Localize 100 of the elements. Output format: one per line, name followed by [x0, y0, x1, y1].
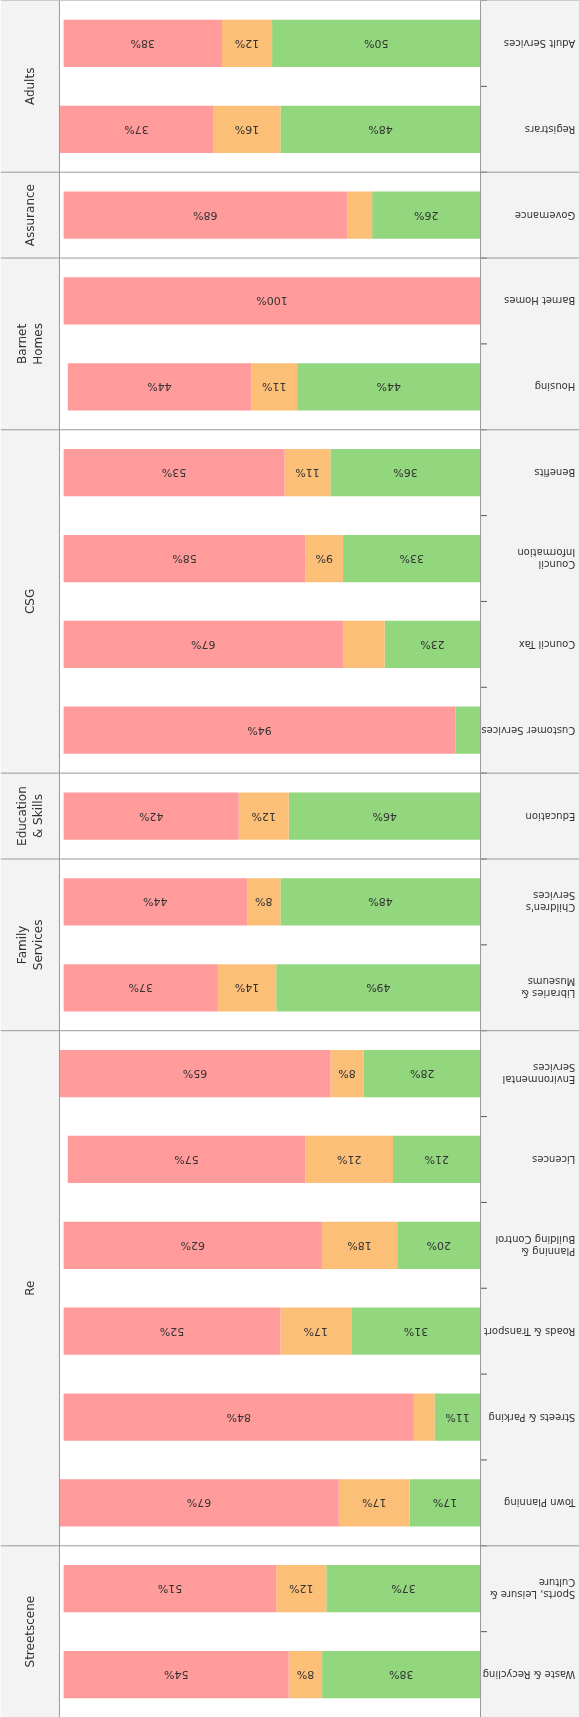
data-label: 52%	[159, 1324, 185, 1338]
bar	[288, 1650, 323, 1699]
data-label: 20%	[426, 1238, 452, 1252]
data-label: 65%	[182, 1067, 208, 1081]
bar	[63, 792, 239, 840]
text: Adults	[22, 67, 37, 106]
text: Re	[22, 1280, 37, 1296]
bar	[63, 534, 306, 583]
bar	[63, 191, 348, 239]
bar	[222, 19, 273, 68]
bar	[63, 1307, 281, 1355]
bar	[280, 105, 481, 153]
data-label: 8%	[255, 895, 273, 909]
data-label: 51%	[157, 1582, 183, 1596]
bar	[297, 363, 481, 411]
text: CSG	[22, 588, 37, 615]
bar	[326, 1565, 481, 1613]
y-tick-label: Housing	[534, 381, 576, 393]
bar	[63, 19, 223, 68]
bar	[397, 1221, 481, 1269]
bar	[251, 363, 298, 411]
text: Family Services	[14, 919, 46, 971]
data-label: 38%	[389, 1668, 414, 1682]
data-label: 58%	[172, 552, 197, 566]
data-label: 17%	[362, 1496, 387, 1510]
data-label: 36%	[393, 466, 418, 480]
bar	[272, 19, 481, 68]
data-label: 14%	[234, 981, 260, 995]
bar	[63, 277, 481, 325]
data-label: 50%	[364, 36, 389, 50]
data-label: 11%	[445, 1410, 470, 1424]
y-tick-label: Roads & Transport	[483, 1325, 576, 1337]
data-label: 12%	[234, 36, 260, 50]
y-tick-label: Libraries & Museums	[520, 976, 576, 1000]
bar	[322, 1221, 398, 1269]
bar	[384, 620, 481, 668]
bar	[363, 1050, 481, 1098]
bar	[276, 964, 481, 1012]
data-label: 12%	[251, 809, 276, 823]
text: Education & Skills	[14, 786, 46, 846]
bar	[280, 1307, 352, 1355]
data-label: 67%	[186, 1496, 212, 1510]
bar	[351, 1307, 481, 1355]
data-label: 23%	[420, 637, 445, 651]
bar	[63, 1221, 323, 1269]
bar	[372, 191, 481, 239]
data-label: 42%	[138, 809, 164, 823]
text: Streetscene	[22, 1595, 37, 1668]
bar	[238, 792, 289, 840]
bar	[59, 1479, 339, 1527]
y-tick-label: Benefits	[534, 467, 576, 479]
data-label: 44%	[376, 380, 402, 394]
bar	[288, 792, 481, 840]
data-label: 16%	[234, 122, 260, 136]
y-tick-label: Adult Services	[503, 37, 576, 49]
y-tick-label: Planning & Building Control	[495, 1233, 576, 1257]
text: Assurance	[22, 184, 37, 247]
y-tick-label: Streets & Parking	[488, 1411, 576, 1423]
data-label: 18%	[347, 1238, 372, 1252]
data-label: 17%	[432, 1496, 458, 1510]
data-label: 37%	[128, 981, 153, 995]
data-label: 49%	[366, 981, 391, 995]
data-label: 46%	[372, 809, 397, 823]
data-label: 57%	[174, 1152, 199, 1166]
bar	[284, 449, 331, 497]
bar	[67, 1135, 306, 1184]
y-tick-label: Licences	[532, 1153, 576, 1165]
data-label: 12%	[289, 1582, 314, 1596]
data-label: 17%	[303, 1324, 329, 1338]
y-tick-label: Sports, Leisure & Culture	[489, 1577, 576, 1601]
y-tick-label: Registrars	[524, 123, 576, 135]
bar	[434, 1393, 481, 1441]
y-tick-label: Education	[525, 810, 576, 822]
y-tick-label: Customer Services	[481, 724, 576, 736]
bar	[63, 964, 218, 1012]
y-tick-label: Council Tax	[518, 638, 576, 650]
bar	[409, 1479, 481, 1527]
data-label: 38%	[130, 36, 156, 50]
y-tick-label: Environmental Services	[502, 1062, 576, 1086]
bar	[338, 1479, 410, 1527]
bar	[392, 1135, 481, 1184]
bar	[63, 1565, 277, 1613]
data-label: 68%	[193, 208, 218, 222]
data-label: 21%	[424, 1152, 449, 1166]
bar	[305, 1135, 393, 1184]
bar	[59, 105, 214, 153]
y-tick-label: Governance	[514, 209, 576, 221]
bar	[247, 878, 281, 926]
data-label: 48%	[368, 122, 393, 136]
bar	[63, 706, 456, 754]
bar	[213, 105, 281, 153]
text: Barnet Homes	[14, 323, 46, 365]
data-label: 21%	[336, 1152, 362, 1166]
y-tick-label: Council Information	[517, 546, 576, 571]
data-label: 53%	[161, 466, 187, 480]
data-label: 11%	[261, 380, 287, 394]
bar	[63, 878, 248, 926]
bar	[305, 534, 343, 583]
bar	[217, 964, 277, 1012]
bar	[342, 534, 481, 583]
